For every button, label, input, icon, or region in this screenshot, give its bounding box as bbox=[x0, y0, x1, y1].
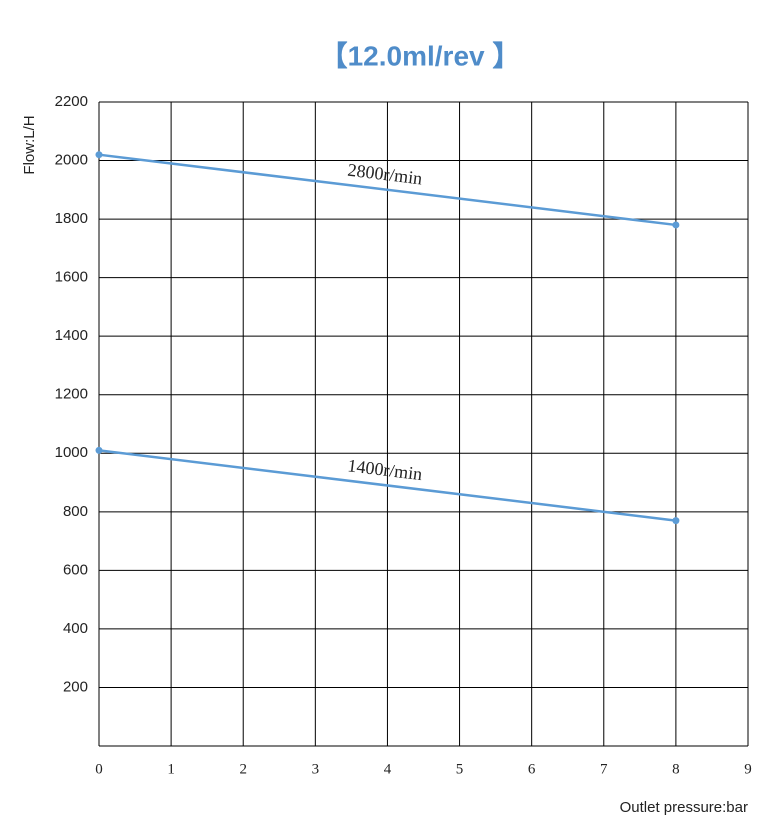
x-axis-label: Outlet pressure:bar bbox=[620, 799, 748, 816]
y-tick-label: 800 bbox=[63, 503, 88, 520]
x-tick-label: 9 bbox=[744, 761, 752, 777]
y-tick-label: 400 bbox=[63, 620, 88, 637]
x-tick-label: 2 bbox=[239, 761, 247, 777]
data-point bbox=[95, 446, 103, 454]
y-axis-label: Flow:L/H bbox=[21, 115, 38, 174]
series-label: 2800r/min bbox=[347, 160, 424, 189]
x-tick-label: 4 bbox=[384, 761, 392, 777]
x-tick-label: 7 bbox=[600, 761, 608, 777]
x-tick-label: 5 bbox=[456, 761, 464, 777]
x-tick-label: 6 bbox=[528, 761, 536, 777]
x-tick-label: 3 bbox=[312, 761, 320, 777]
data-point bbox=[672, 517, 680, 525]
chart-title: 【12.0ml/rev 】 bbox=[320, 40, 521, 71]
y-tick-label: 200 bbox=[63, 678, 88, 695]
y-tick-label: 1200 bbox=[55, 386, 88, 403]
y-tick-label: 2200 bbox=[55, 93, 88, 110]
data-point bbox=[672, 221, 680, 229]
data-point bbox=[95, 151, 103, 159]
x-tick-label: 8 bbox=[672, 761, 680, 777]
y-tick-label: 1800 bbox=[55, 210, 88, 227]
x-tick-label: 0 bbox=[95, 761, 103, 777]
y-tick-label: 1000 bbox=[55, 444, 88, 461]
y-tick-label: 1400 bbox=[55, 327, 88, 344]
series-label: 1400r/min bbox=[347, 455, 424, 484]
y-tick-label: 2000 bbox=[55, 152, 88, 169]
y-tick-label: 1600 bbox=[55, 269, 88, 286]
series-line bbox=[98, 449, 677, 522]
series-line bbox=[98, 153, 677, 227]
x-tick-label: 1 bbox=[167, 761, 175, 777]
y-tick-label: 600 bbox=[63, 561, 88, 578]
